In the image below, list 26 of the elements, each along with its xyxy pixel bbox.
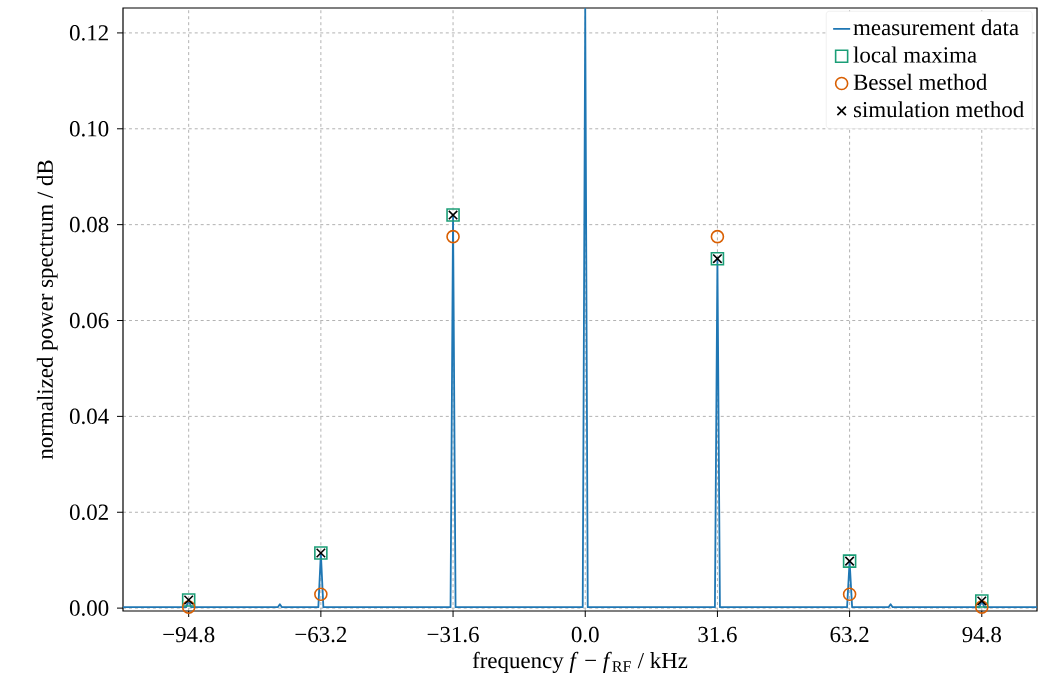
- point: [710, 229, 725, 244]
- x-tick-label: 31.6: [698, 626, 737, 643]
- x-tick-label: −31.6: [427, 626, 479, 643]
- point: [974, 600, 989, 614]
- x-tick-label: 63.2: [830, 626, 869, 643]
- point: [842, 587, 857, 602]
- x-tick-label: −63.2: [295, 626, 347, 643]
- y-tick-label: 0.12: [69, 25, 108, 41]
- legend-label: simulation method: [853, 101, 1024, 118]
- legend-label: local maxima: [853, 46, 977, 63]
- x-tick-label: 0.0: [571, 626, 599, 643]
- y-tick-label: 0.00: [69, 600, 109, 616]
- y-tick-label: 0.06: [69, 312, 109, 329]
- x-tick-label: 94.8: [962, 626, 1001, 643]
- point: [181, 600, 196, 614]
- y-tick-label: 0.10: [69, 120, 109, 137]
- y-tick-label: 0.02: [69, 504, 108, 521]
- y-axis-title: normalized power spectrum / dB: [36, 160, 58, 460]
- legend-label: measurement data: [853, 19, 1019, 36]
- point: [446, 229, 460, 244]
- x-axis-title: frequency f − f$_{RF}$ / kHz: [472, 651, 688, 673]
- x-tick-label: −94.8: [163, 626, 215, 643]
- legend-label: Bessel method: [853, 73, 988, 90]
- y-tick-label: 0.08: [69, 216, 109, 233]
- point: [314, 587, 328, 602]
- y-tick-label: 0.04: [69, 408, 109, 425]
